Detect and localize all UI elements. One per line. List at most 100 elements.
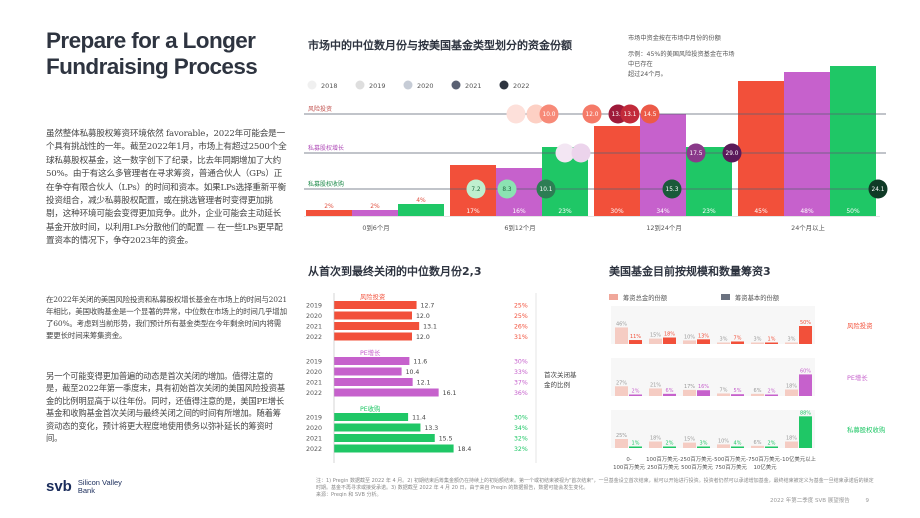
category-label: 100百万美元: [613, 463, 645, 471]
intro-paragraph: 虽然整体私募股权筹资环境依然 favorable，2022年可能会是一个具有挑战…: [46, 129, 287, 247]
duration-value: 18.4: [458, 446, 472, 453]
amount-share-bar: [751, 445, 764, 448]
bar-value-label: 23%: [558, 208, 572, 215]
year-label: 2020: [306, 369, 322, 376]
count-share-bar: [697, 446, 710, 448]
amount-share-label: 10%: [718, 438, 729, 444]
row-label: 私募股权收购: [847, 425, 885, 434]
second-paragraph: 在2022年关闭的美国风险投资和私募股权增长基金在市场上的时间与2021年相比，…: [46, 295, 287, 340]
legend-label: 筹资基本的份额: [735, 293, 780, 302]
amount-share-label: 18%: [650, 436, 661, 442]
amount-share-bar: [683, 340, 696, 344]
bar-1-3: [784, 72, 830, 216]
amount-share-label: 18%: [786, 436, 797, 442]
count-share-bar: [799, 374, 812, 396]
duration-value: 13.3: [424, 425, 438, 432]
legend-label: 2019: [369, 82, 386, 90]
count-share-bar: [629, 340, 642, 344]
count-share-label: 60%: [800, 368, 811, 374]
chart2-figure: 风险投资 2019 12.7 25% 2020 12.0 25% 2021 13.1 26% 202…: [306, 292, 577, 463]
category-label: 250百万美元: [647, 463, 679, 471]
page-number: 9: [865, 498, 870, 504]
median-line-label: 私募股权增长: [308, 144, 344, 152]
median-dot-label: 14.5: [644, 112, 657, 118]
annotation-line-3: 超过24个月。: [628, 71, 667, 78]
bar-2-0: [398, 204, 444, 216]
count-share-label: 11%: [630, 334, 641, 340]
share-value: 25%: [514, 313, 528, 320]
median-dot-label: 17.5: [690, 151, 703, 157]
share-value: 32%: [514, 446, 528, 453]
amount-share-bar: [649, 441, 662, 448]
amount-share-bar: [717, 342, 730, 344]
count-share-bar: [663, 446, 676, 448]
legend-swatch: [721, 294, 730, 300]
share-value: 26%: [514, 323, 528, 330]
side-label: 金的比例: [544, 380, 570, 389]
median-dot: [526, 104, 546, 124]
median-dot: [868, 179, 888, 199]
count-share-bar: [799, 416, 812, 448]
bar-value-label: 34%: [656, 208, 670, 215]
legend-swatch: [609, 294, 618, 300]
page-footer: 2022 年第二季度 SVB 展望报告 9: [770, 496, 869, 504]
share-value: 31%: [514, 334, 528, 341]
count-share-label: 2%: [768, 441, 776, 447]
duration-bar: [334, 332, 412, 341]
share-value: 36%: [514, 390, 528, 397]
legend-label: 2021: [465, 82, 482, 90]
legend-dot: [355, 80, 365, 90]
count-share-label: 18%: [664, 332, 675, 338]
bar-value-label: 23%: [702, 208, 716, 215]
chart1-annotation: 市场中资金按在市场中月份的份额 示例：45%的美国风险投资基金在市场中已存在 超…: [628, 34, 738, 80]
count-share-bar: [697, 339, 710, 344]
median-dot: [662, 179, 682, 199]
count-share-bar: [663, 393, 676, 396]
median-dot-label: 15.3: [666, 187, 679, 193]
bar-value-label: 2%: [370, 203, 380, 210]
bar-value-label: 30%: [610, 208, 624, 215]
row-label: 风险投资: [847, 321, 873, 330]
legend-dot: [451, 80, 461, 90]
category-label: 750百万美元-: [748, 455, 782, 463]
source-text: 来源：Preqin 和 SVB 分析。: [316, 492, 382, 498]
count-share-label: 4%: [734, 441, 742, 447]
category-label: 10亿美元以上: [782, 455, 816, 463]
count-share-bar: [799, 326, 812, 344]
amount-share-label: 7%: [720, 387, 728, 393]
duration-bar: [334, 388, 439, 397]
category-label: 750百万美元: [715, 463, 747, 471]
amount-share-label: 25%: [616, 433, 627, 439]
annotation-line-2: 示例：45%的美国风险投资基金在市场中已存在: [628, 51, 735, 68]
amount-share-label: 15%: [650, 333, 661, 339]
duration-value: 12.1: [417, 379, 431, 386]
legend-label: 2020: [417, 82, 434, 90]
bar-value-label: 48%: [800, 208, 814, 215]
group-label: PE收购: [360, 404, 380, 413]
count-share-label: 2%: [666, 441, 674, 447]
category-label: 0-: [626, 457, 631, 463]
category-label: 0到6个月: [362, 224, 389, 232]
count-share-bar: [731, 446, 744, 448]
median-dot-label: 24.1: [872, 187, 885, 193]
median-dot: [620, 104, 640, 124]
amount-share-label: 6%: [754, 388, 762, 394]
legend-label: 2018: [321, 82, 338, 90]
amount-share-label: 27%: [616, 380, 627, 386]
count-share-label: 7%: [734, 335, 742, 341]
category-label: 6到12个月: [504, 224, 535, 232]
amount-share-bar: [615, 327, 628, 344]
category-label: 500百万美元: [681, 463, 713, 471]
duration-value: 12.0: [416, 313, 430, 320]
count-share-bar: [765, 394, 778, 396]
median-dot-label: 10.1: [540, 187, 553, 193]
legend-label: 筹资总金的份额: [623, 293, 668, 302]
footnote-text: 注：1) Pregin 数据截至 2022 年 4 月。2) 初期结束后筹集金额…: [316, 478, 874, 491]
annotation-line-1: 市场中资金按在市场中月份的份额: [628, 35, 721, 42]
category-label: 100百万美元-: [646, 455, 680, 463]
duration-value: 12.0: [416, 334, 430, 341]
year-label: 2019: [306, 415, 322, 422]
category-label: 500百万美元-: [714, 455, 748, 463]
median-dot: [506, 104, 526, 124]
